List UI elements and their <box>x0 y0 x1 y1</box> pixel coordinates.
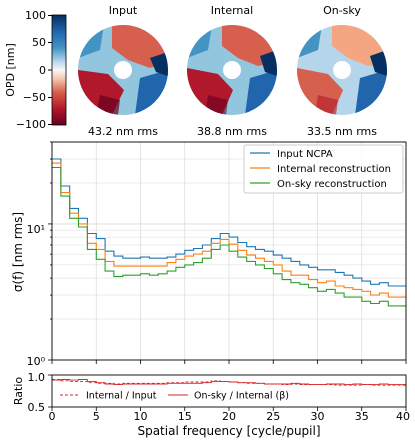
ratio-plot: 1.0 0.5 Ratio Internal / Input On-sky / … <box>12 371 410 438</box>
ratio-y-axis-label: Ratio <box>12 377 25 406</box>
map-title: Input <box>109 4 138 17</box>
legend-entry: Input NCPA <box>250 149 333 160</box>
colorbar-gradient <box>51 14 67 126</box>
colorbar-tick-label: −100 <box>16 118 46 131</box>
ratio-y-tick-label: 1.0 <box>28 371 46 384</box>
x-tick-labels: 0 5 10 15 20 25 30 35 40 <box>49 410 411 423</box>
map-title: On-sky <box>323 4 361 17</box>
map-rms: 33.5 nm rms <box>307 125 377 138</box>
ratio-legend: Internal / Input On-sky / Internal (β) <box>60 391 289 402</box>
opd-map-internal: Internal 38.8 nm rms <box>187 4 277 138</box>
colorbar-tick-label: 100 <box>25 9 46 22</box>
map-obstruction <box>114 61 132 79</box>
x-tick-label: 10 <box>134 410 148 423</box>
legend-label: On-sky / Internal (β) <box>194 391 289 402</box>
legend-entry: Internal reconstruction <box>250 164 391 175</box>
legend-box <box>243 144 404 194</box>
legend-label: Internal reconstruction <box>277 164 391 175</box>
legend-label: On-sky reconstruction <box>277 179 387 190</box>
ratio-line-1 <box>52 379 406 386</box>
series-line-2 <box>52 166 406 307</box>
x-tick-label: 35 <box>355 410 369 423</box>
ratio-series <box>52 379 406 386</box>
map-obstruction <box>333 61 351 79</box>
opd-map-input: Input 43.2 nm rms <box>78 4 168 138</box>
map-obstruction <box>223 61 241 79</box>
psd-plot: 10⁰ 10¹ σ(f) [nm rms] Input NCPA Interna… <box>11 141 407 368</box>
map-rms: 38.8 nm rms <box>197 125 267 138</box>
map-title: Internal <box>211 4 253 17</box>
x-tick-label: 15 <box>178 410 192 423</box>
colorbar: OPD [nm] 100 50 0 −50 −100 <box>4 9 67 131</box>
colorbar-tick-label: 50 <box>32 36 46 49</box>
x-tick-label: 20 <box>222 410 236 423</box>
legend-label: Input NCPA <box>277 149 333 160</box>
opd-map-on-sky: On-sky 33.5 nm rms <box>297 4 387 138</box>
x-tick-label: 30 <box>311 410 325 423</box>
ratio-y-tick-label: 0.5 <box>28 401 46 414</box>
x-tick-label: 0 <box>49 410 56 423</box>
main-series <box>52 158 406 307</box>
x-tick-label: 40 <box>396 410 410 423</box>
legend: Input NCPA Internal reconstruction On-sk… <box>243 144 404 194</box>
y-tick-label-1: 10⁰ <box>27 355 46 368</box>
colorbar-tick-label: −50 <box>23 91 46 104</box>
legend-entry: On-sky reconstruction <box>250 179 387 190</box>
y-axis-label: σ(f) [nm rms] <box>11 212 25 292</box>
map-rms: 43.2 nm rms <box>88 125 158 138</box>
colorbar-tick-label: 0 <box>39 64 46 77</box>
colorbar-label: OPD [nm] <box>4 43 17 97</box>
x-tick-label: 25 <box>266 410 280 423</box>
main-ticks <box>48 141 407 364</box>
x-tick-label: 5 <box>93 410 100 423</box>
ratio-ticks <box>48 374 407 411</box>
colorbar-ticks: 100 50 0 −50 −100 <box>16 9 52 131</box>
y-tick-label-10: 10¹ <box>27 223 45 236</box>
x-axis-label: Spatial frequency [cycle/pupil] <box>137 424 320 438</box>
legend-label: Internal / Input <box>86 391 157 402</box>
series-line-0 <box>52 158 406 287</box>
